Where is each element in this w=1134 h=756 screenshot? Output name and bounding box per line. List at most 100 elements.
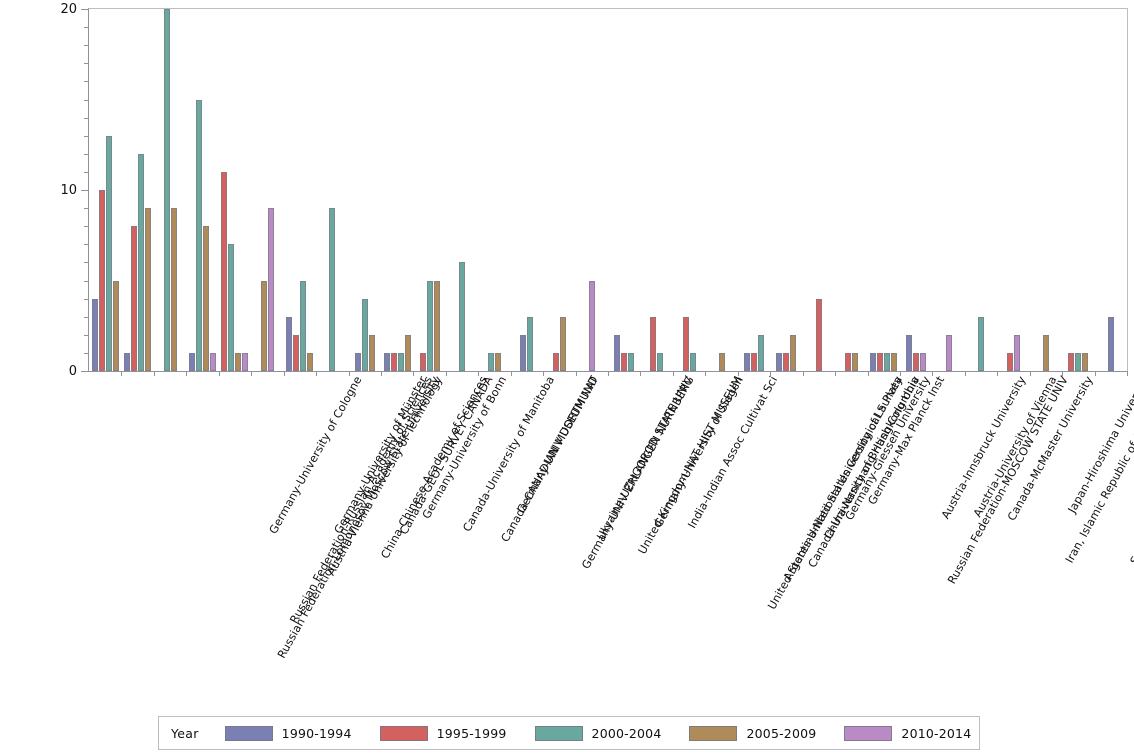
bar <box>650 316 657 371</box>
x-tick <box>672 371 674 376</box>
bar <box>260 280 267 371</box>
bar <box>329 208 336 371</box>
bar <box>628 352 635 371</box>
bar <box>170 208 177 371</box>
bar <box>1042 334 1049 371</box>
bar <box>1107 316 1114 371</box>
bar-group <box>316 9 348 371</box>
bar <box>1013 334 1020 371</box>
x-axis-label: Ukraine-UZHGOROD STATE UNIV <box>594 374 696 543</box>
bar <box>945 334 952 371</box>
bar <box>978 316 985 371</box>
bar <box>851 352 858 371</box>
legend-swatch <box>224 725 273 741</box>
legend-label: 1995-1999 <box>436 725 507 741</box>
bar <box>1068 352 1075 371</box>
y-tick-minor <box>84 352 89 354</box>
bar-group <box>1062 9 1094 371</box>
bar <box>210 352 217 371</box>
x-tick <box>445 371 447 376</box>
bar <box>354 352 361 371</box>
x-tick <box>1127 371 1128 376</box>
bar <box>91 298 98 371</box>
y-tick-minor <box>84 117 89 119</box>
x-axis-labels: Russian Federation-Lomonosov Moscow Stat… <box>88 374 1134 694</box>
bar <box>682 316 689 371</box>
x-tick <box>899 371 901 376</box>
bar <box>527 316 534 371</box>
bar <box>293 334 300 371</box>
y-tick-minor <box>84 27 89 29</box>
bar <box>426 280 433 371</box>
x-tick <box>705 371 707 376</box>
legend-swatch <box>844 725 893 741</box>
bar-group <box>770 9 802 371</box>
bar <box>131 226 138 371</box>
bar <box>757 334 764 371</box>
legend-entry: 2005-2009 <box>689 725 817 741</box>
bar <box>1006 352 1013 371</box>
bar <box>559 316 566 371</box>
legend-label: 2005-2009 <box>746 725 817 741</box>
legend-entry: 2000-2004 <box>534 725 662 741</box>
bar-group <box>640 9 672 371</box>
bar-group <box>186 9 218 371</box>
bar <box>286 316 293 371</box>
bar <box>906 334 913 371</box>
x-tick <box>867 371 869 376</box>
x-tick <box>218 371 220 376</box>
x-tick <box>316 371 318 376</box>
x-tick <box>153 371 155 376</box>
bar-group <box>835 9 867 371</box>
x-tick <box>510 371 512 376</box>
y-tick-minor <box>84 316 89 318</box>
bar <box>552 352 559 371</box>
legend-entry-list: 1990-1994 1995-1999 2000-2004 2005-2009 2010… <box>224 725 1000 741</box>
bar <box>459 262 466 371</box>
bar <box>884 352 891 371</box>
bar <box>614 334 621 371</box>
x-tick <box>186 371 188 376</box>
bar <box>397 352 404 371</box>
y-tick-minor <box>84 280 89 282</box>
bar <box>487 352 494 371</box>
bar <box>235 352 242 371</box>
y-tick-minor <box>84 99 89 101</box>
bar <box>105 135 112 371</box>
bar <box>404 334 411 371</box>
bar <box>383 352 390 371</box>
bar-group <box>446 9 478 371</box>
x-tick <box>283 371 285 376</box>
legend-swatch <box>689 725 738 741</box>
bar <box>390 352 397 371</box>
plot-area: 0 10 20 <box>60 2 1128 379</box>
x-tick <box>737 371 739 376</box>
bar <box>300 280 307 371</box>
x-tick <box>251 371 253 376</box>
legend-title: Year <box>171 725 199 741</box>
legend-entry: 1990-1994 <box>224 725 352 741</box>
bar <box>877 352 884 371</box>
legend-entry: 2010-2014 <box>844 725 971 741</box>
bar <box>750 352 757 371</box>
bar-group <box>738 9 770 371</box>
bar <box>145 208 152 371</box>
bar <box>657 352 664 371</box>
x-tick <box>964 371 966 376</box>
bar <box>588 280 595 371</box>
y-tick-minor <box>84 298 89 300</box>
bar-group <box>284 9 316 371</box>
bar <box>112 280 119 371</box>
bar <box>368 334 375 371</box>
chart-legend: Year 1990-1994 1995-1999 2000-2004 2005-200… <box>158 716 980 750</box>
x-tick <box>932 371 934 376</box>
bar-group <box>251 9 283 371</box>
y-tick-minor <box>84 153 89 155</box>
bar <box>189 352 196 371</box>
bar <box>203 226 210 371</box>
bar <box>124 352 131 371</box>
bar <box>621 352 628 371</box>
legend-label: 1990-1994 <box>281 725 352 741</box>
y-tick-minor <box>84 81 89 83</box>
bar <box>267 208 274 371</box>
